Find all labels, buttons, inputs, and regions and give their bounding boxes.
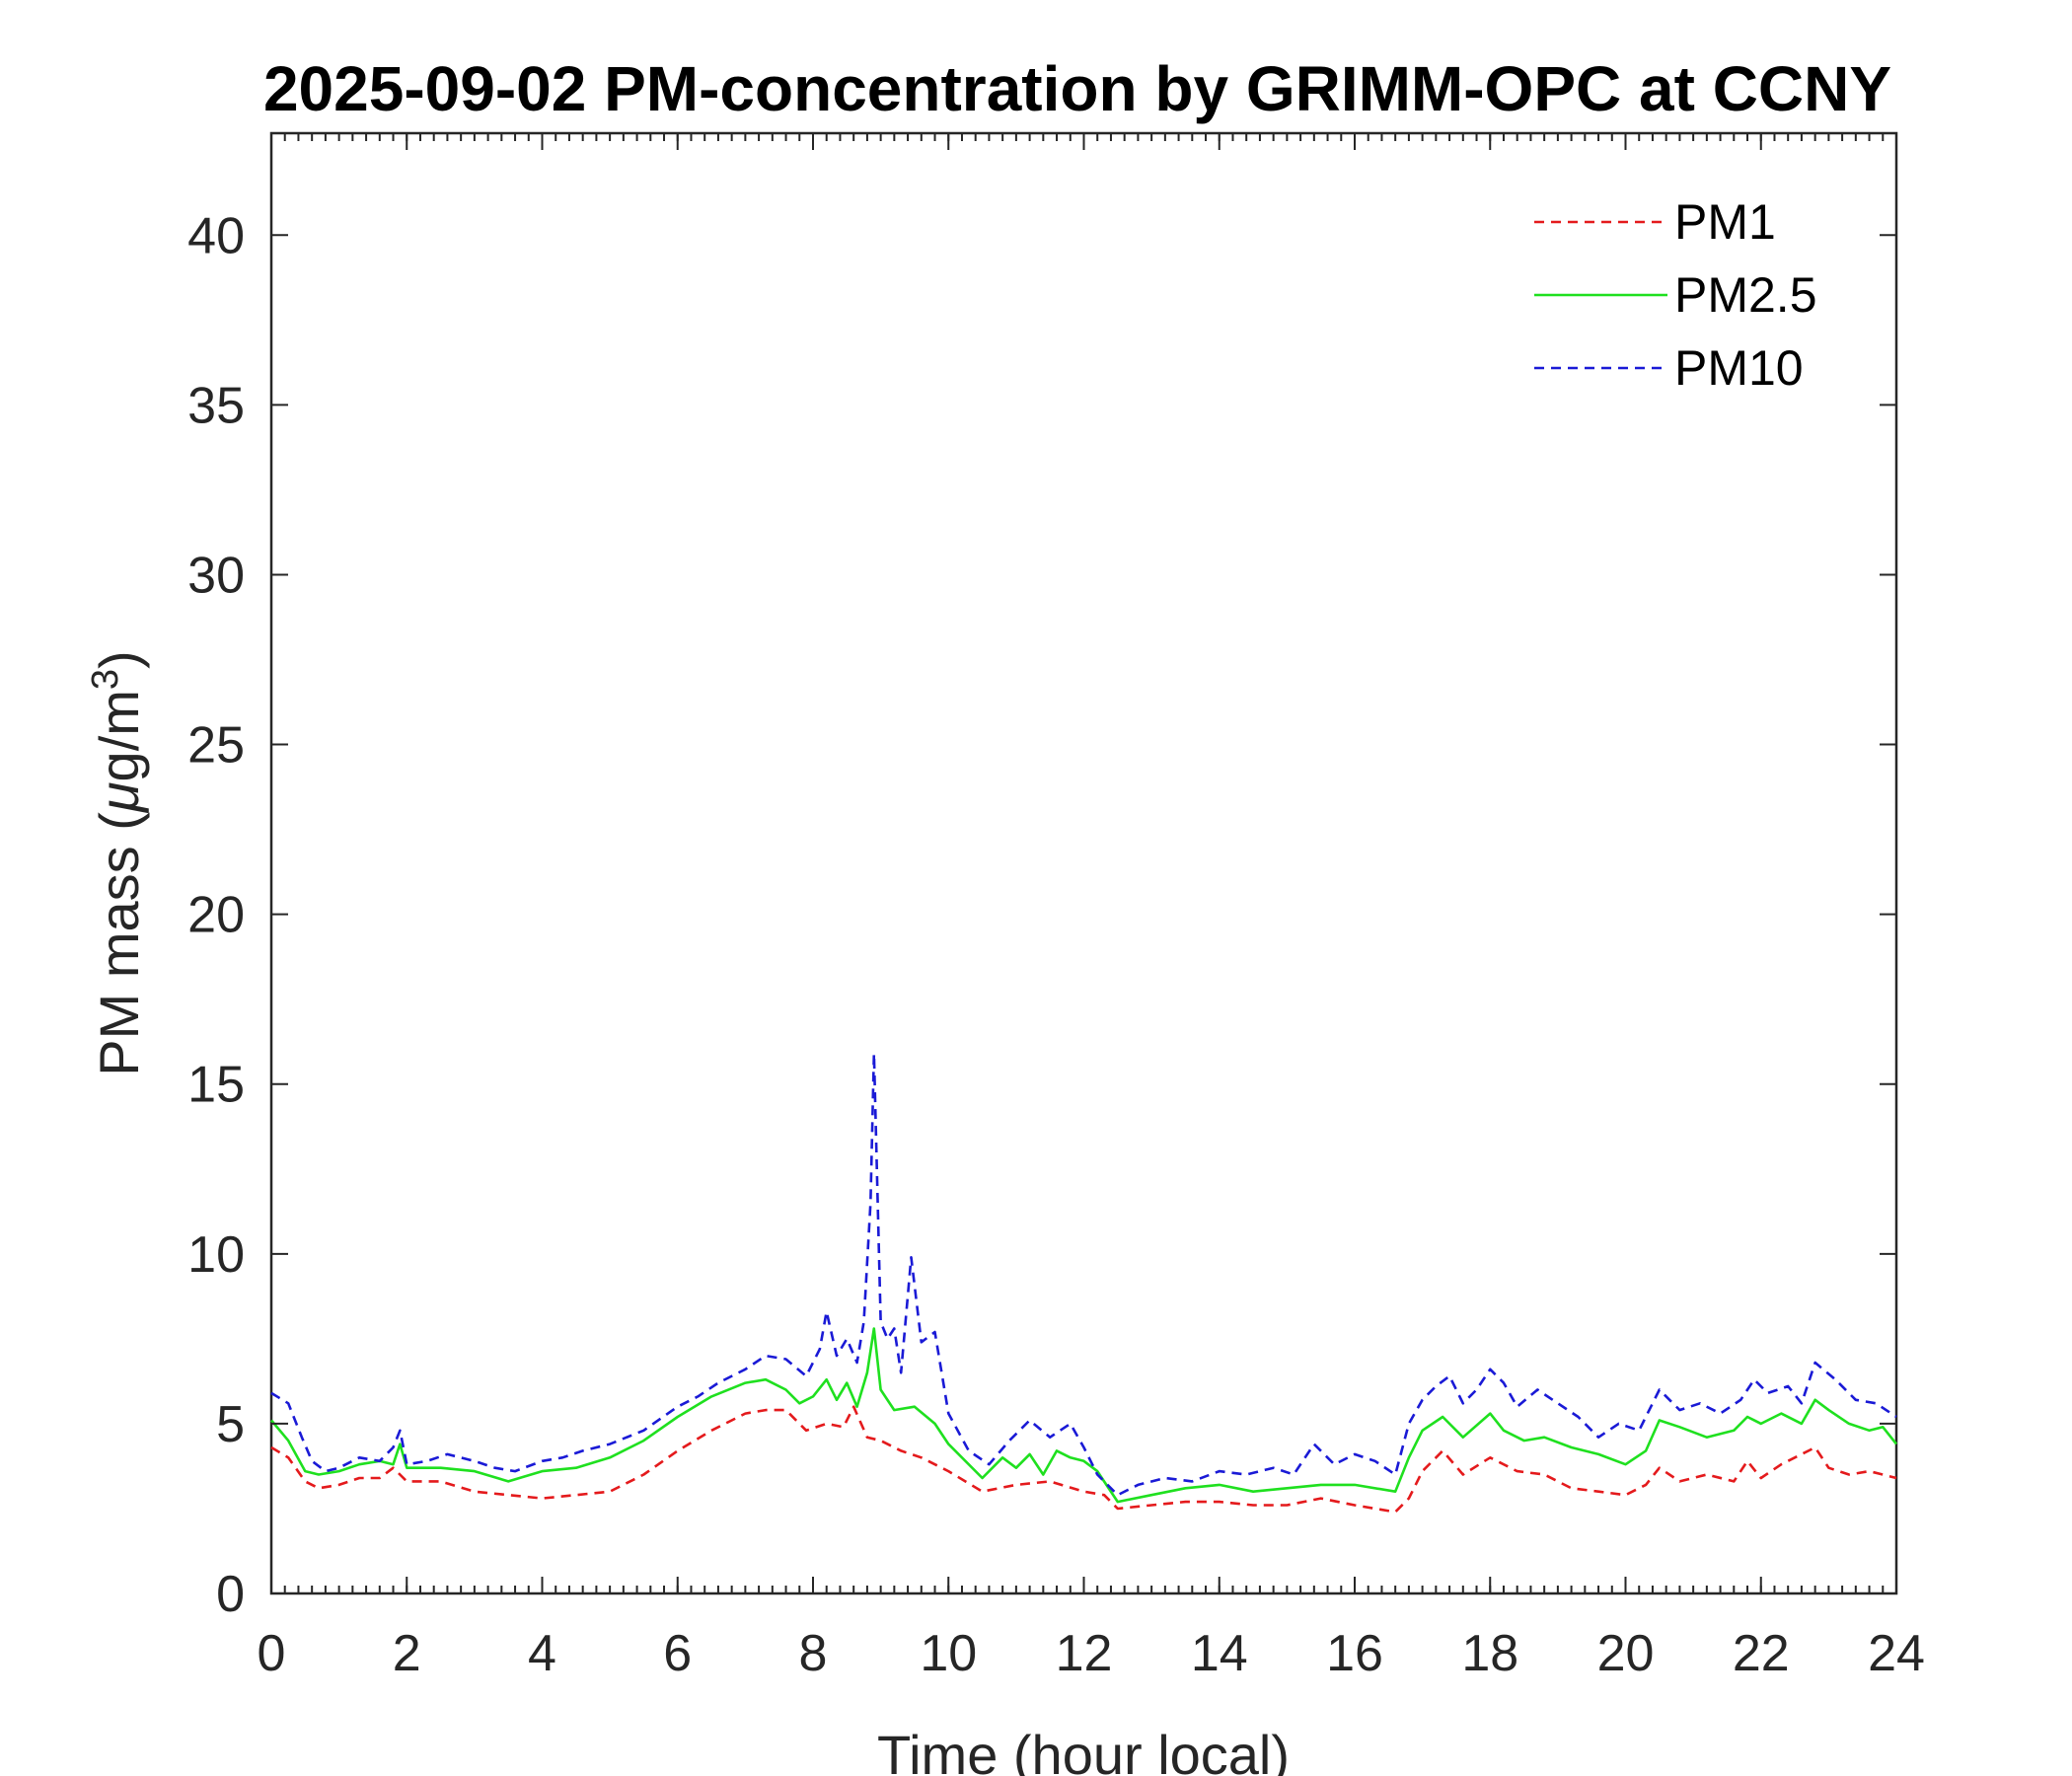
y-tick-label: 35: [187, 377, 245, 434]
y-axis-label-unit: g/m: [88, 690, 150, 781]
y-axis-label-close: ): [88, 650, 150, 669]
x-tick-label: 8: [799, 1625, 828, 1682]
legend-label-2: PM10: [1674, 340, 1804, 396]
x-tick-label: 24: [1868, 1625, 1925, 1682]
y-tick-label: 0: [216, 1566, 245, 1623]
y-tick-label: 10: [187, 1226, 245, 1284]
chart-title: 2025-09-02 PM-concentration by GRIMM-OPC…: [263, 53, 1891, 124]
y-tick-label: 30: [187, 547, 245, 604]
x-tick-label: 20: [1597, 1625, 1655, 1682]
x-tick-label: 2: [393, 1625, 421, 1682]
x-tick-label: 0: [258, 1625, 286, 1682]
series-line-2: [270, 1052, 1897, 1497]
series-line-0: [270, 1405, 1897, 1514]
y-tick-label: 25: [187, 717, 245, 775]
y-tick-label: 15: [187, 1057, 245, 1114]
x-tick-label: 14: [1191, 1625, 1248, 1682]
x-tick-label: 12: [1056, 1625, 1113, 1682]
y-axis-label-main: PM mass (: [88, 812, 150, 1076]
y-tick-label: 20: [187, 887, 245, 944]
x-tick-label: 22: [1733, 1625, 1790, 1682]
y-tick-label: 5: [216, 1396, 245, 1453]
y-tick-label: 40: [187, 207, 245, 264]
x-tick-label: 18: [1461, 1625, 1518, 1682]
tick-layer: [270, 133, 1897, 1594]
series-line-1: [270, 1327, 1898, 1504]
series-layer: [270, 1052, 1898, 1514]
x-tick-label: 4: [528, 1625, 556, 1682]
legend: PM1 PM2.5 PM10: [1534, 194, 1817, 396]
legend-label-1: PM2.5: [1674, 267, 1817, 323]
plot-frame: [269, 131, 1898, 1595]
y-axis-label: PM mass (μg/m3): [85, 650, 150, 1075]
y-axis-label-mu: μ: [88, 781, 150, 814]
legend-label-0: PM1: [1674, 194, 1776, 250]
x-tick-label: 6: [663, 1625, 692, 1682]
x-tick-label: 10: [920, 1625, 977, 1682]
x-axis-label: Time (hour local): [877, 1724, 1290, 1776]
y-axis-label-sup: 3: [85, 669, 126, 690]
x-tick-label: 16: [1326, 1625, 1383, 1682]
